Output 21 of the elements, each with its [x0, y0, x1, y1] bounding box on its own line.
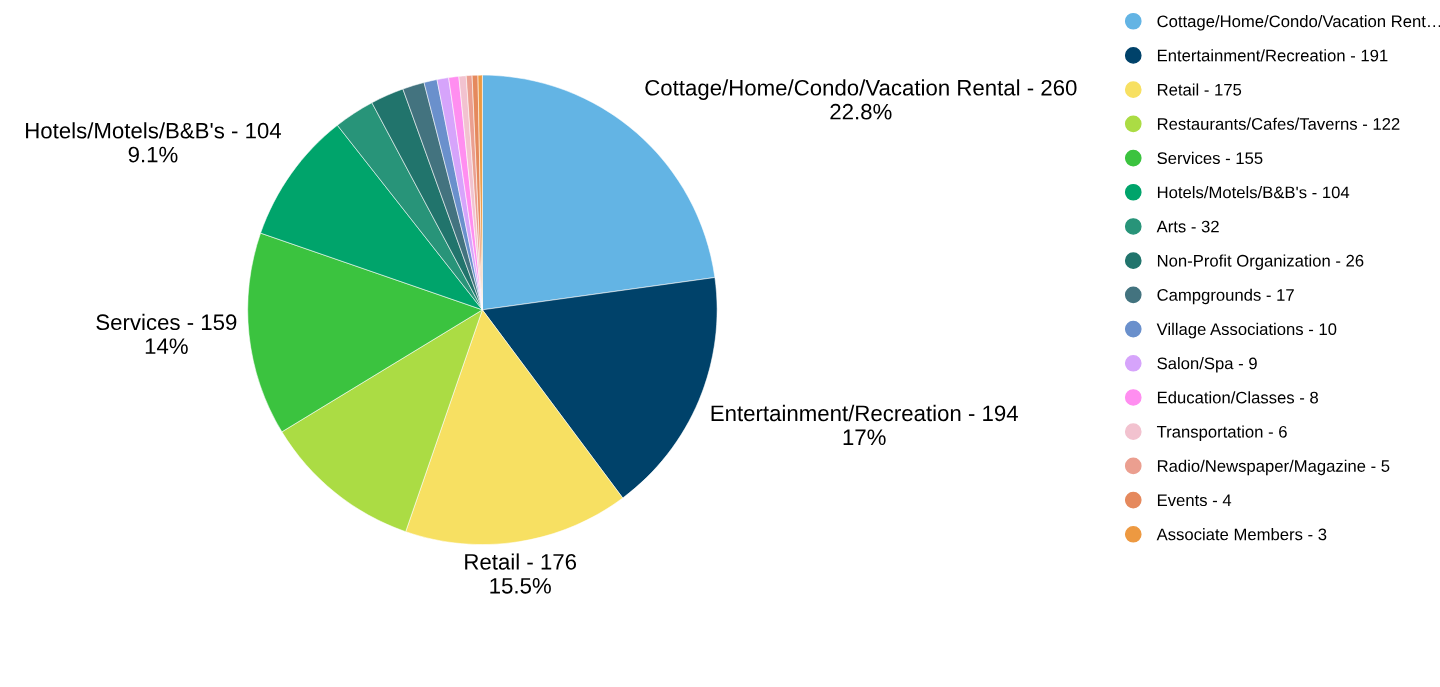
- legend-label: Village Associations - 10: [1156, 322, 1337, 339]
- data-label: Entertainment/Recreation - 194 17%: [711, 404, 1018, 446]
- legend-label: Hotels/Motels/B&B's - 104: [1157, 186, 1350, 199]
- legend-label: Campgrounds - 17: [1157, 288, 1294, 305]
- legend-label: Radio/Newspaper/Magazine - 5: [1157, 459, 1390, 476]
- legend-label: Education/Classes - 8: [1157, 391, 1318, 404]
- legend-label: Associate Members - 3: [1156, 528, 1327, 541]
- legend-label: Transportation - 6: [1156, 425, 1287, 441]
- data-label: Hotels/Motels/B&B's - 104 9.1%: [26, 122, 282, 163]
- legend-label: Salon/Spa - 9: [1157, 357, 1257, 373]
- legend-label: Cottage/Home/Condo/Vacation Rent…: [1157, 15, 1440, 31]
- legend-label: Services - 155: [1157, 151, 1263, 165]
- legend-label: Non-Profit Organization - 26: [1157, 254, 1364, 270]
- legend-label: Events - 4: [1157, 494, 1232, 507]
- data-label: Cottage/Home/Condo/Vacation Rental - 260 22.8%: [645, 79, 1077, 120]
- legend-label: Entertainment/Recreation - 191: [1157, 49, 1388, 62]
- data-label: Services - 159 14%: [96, 313, 237, 354]
- legend-label: Arts - 32: [1156, 220, 1219, 233]
- legend-label: Restaurants/Cafes/Taverns - 122: [1157, 117, 1400, 130]
- data-label: Retail - 176 15.5%: [465, 553, 577, 594]
- legend-label: Retail - 175: [1157, 83, 1242, 96]
